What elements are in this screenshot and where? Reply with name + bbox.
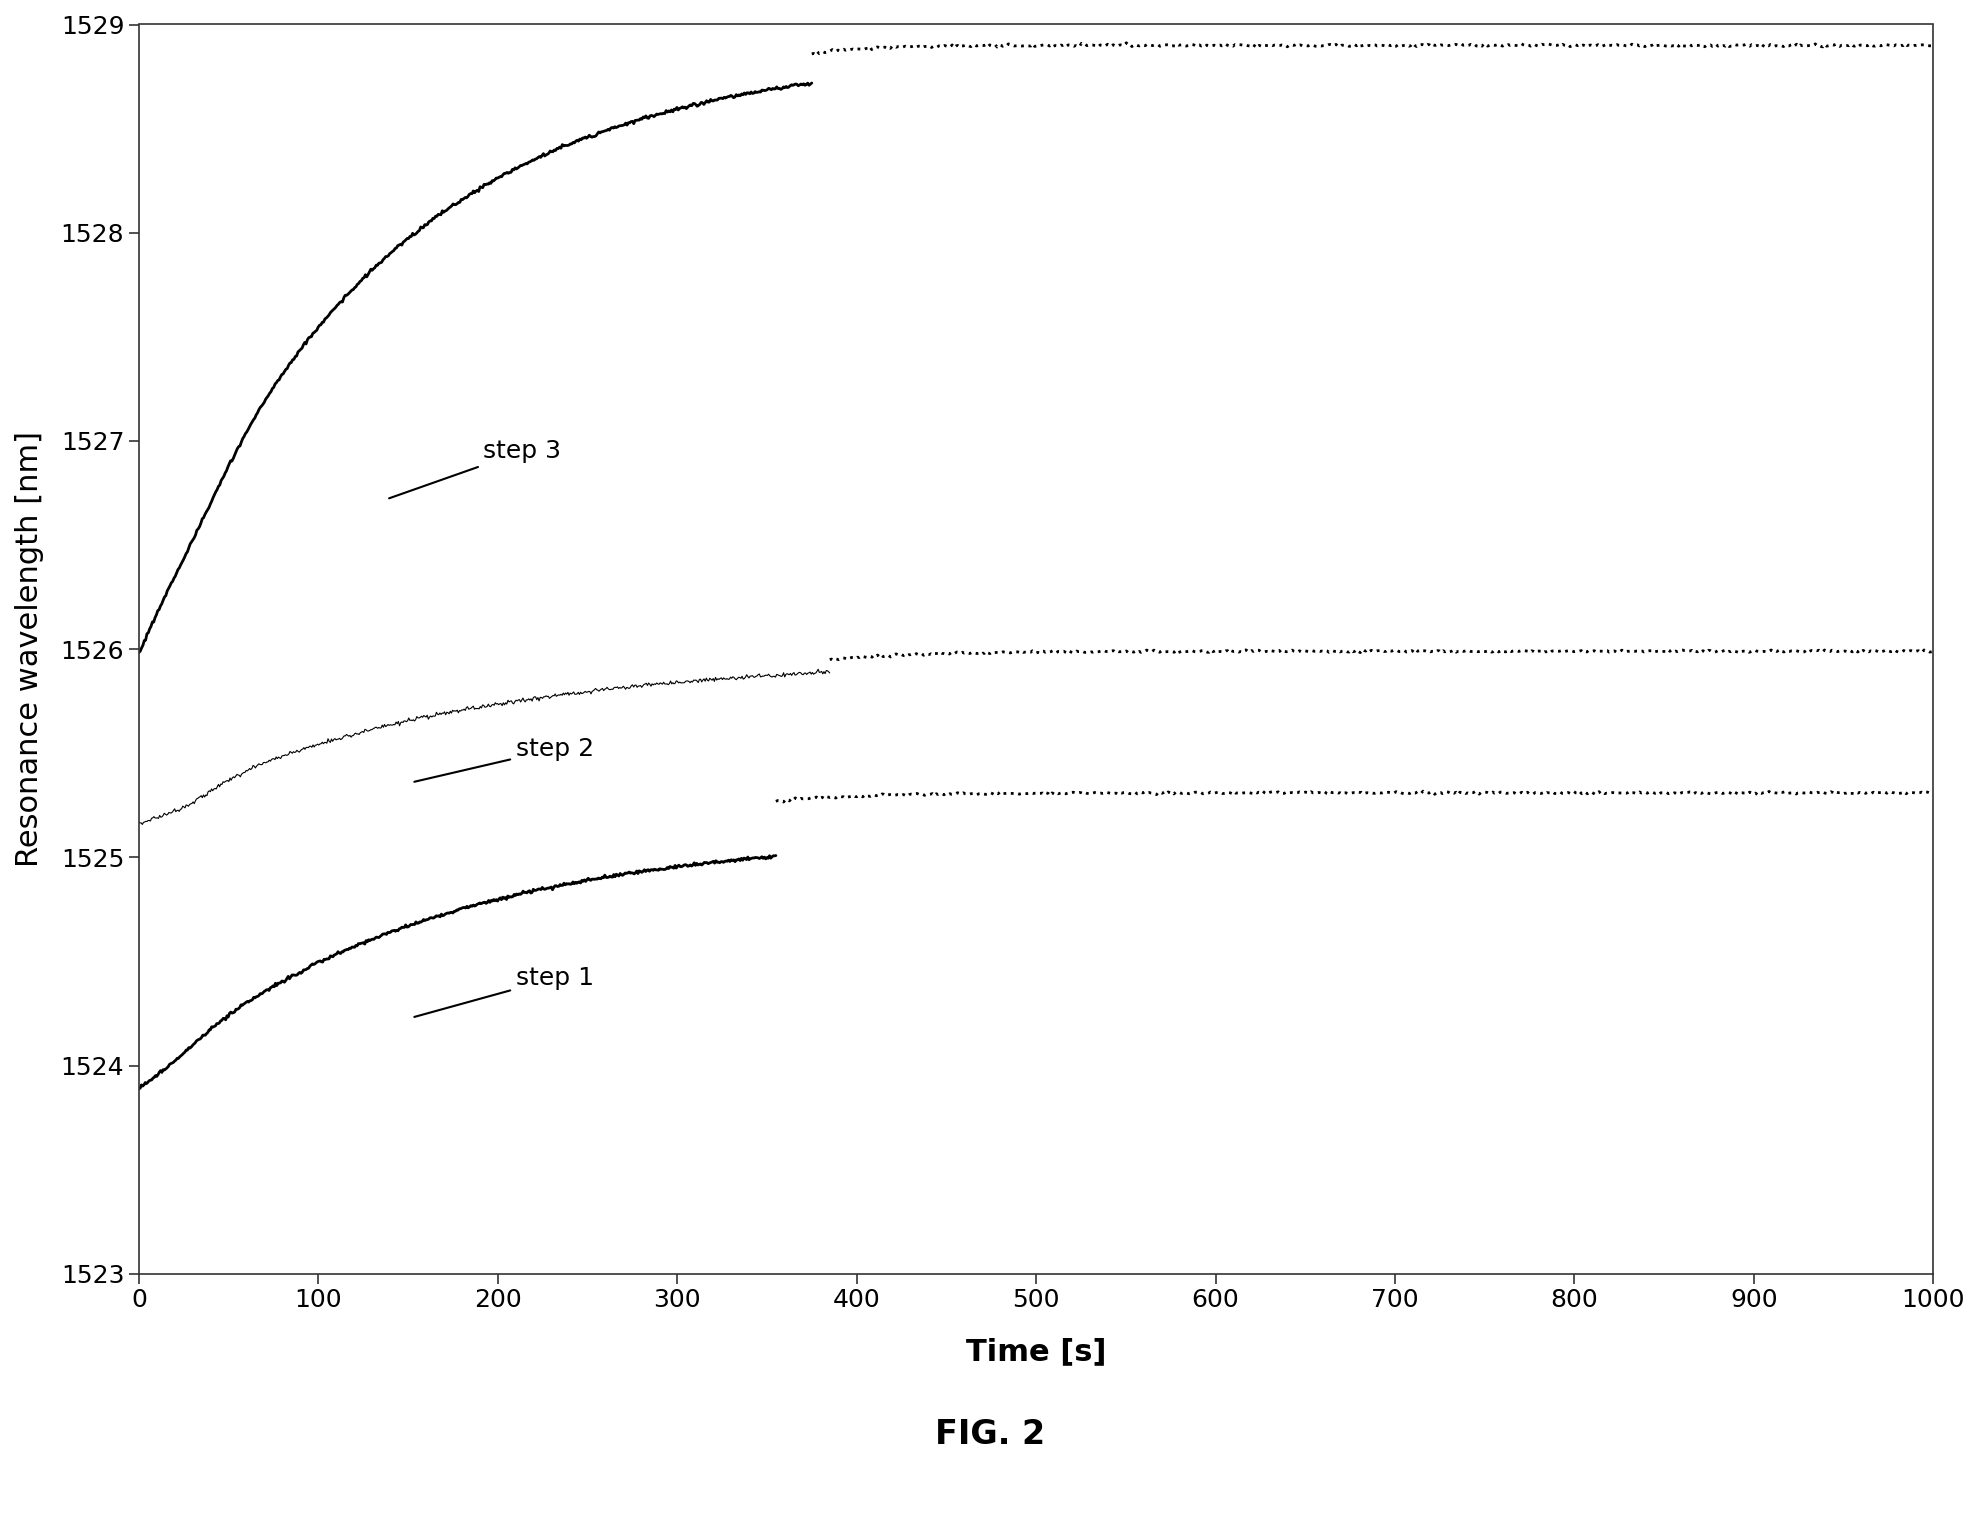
- Text: FIG. 2: FIG. 2: [935, 1418, 1045, 1451]
- Text: step 2: step 2: [414, 738, 594, 782]
- X-axis label: Time [s]: Time [s]: [966, 1337, 1107, 1366]
- Text: step 3: step 3: [390, 439, 562, 498]
- Y-axis label: Resonance wavelength [nm]: Resonance wavelength [nm]: [16, 431, 44, 867]
- Text: step 1: step 1: [414, 965, 594, 1017]
